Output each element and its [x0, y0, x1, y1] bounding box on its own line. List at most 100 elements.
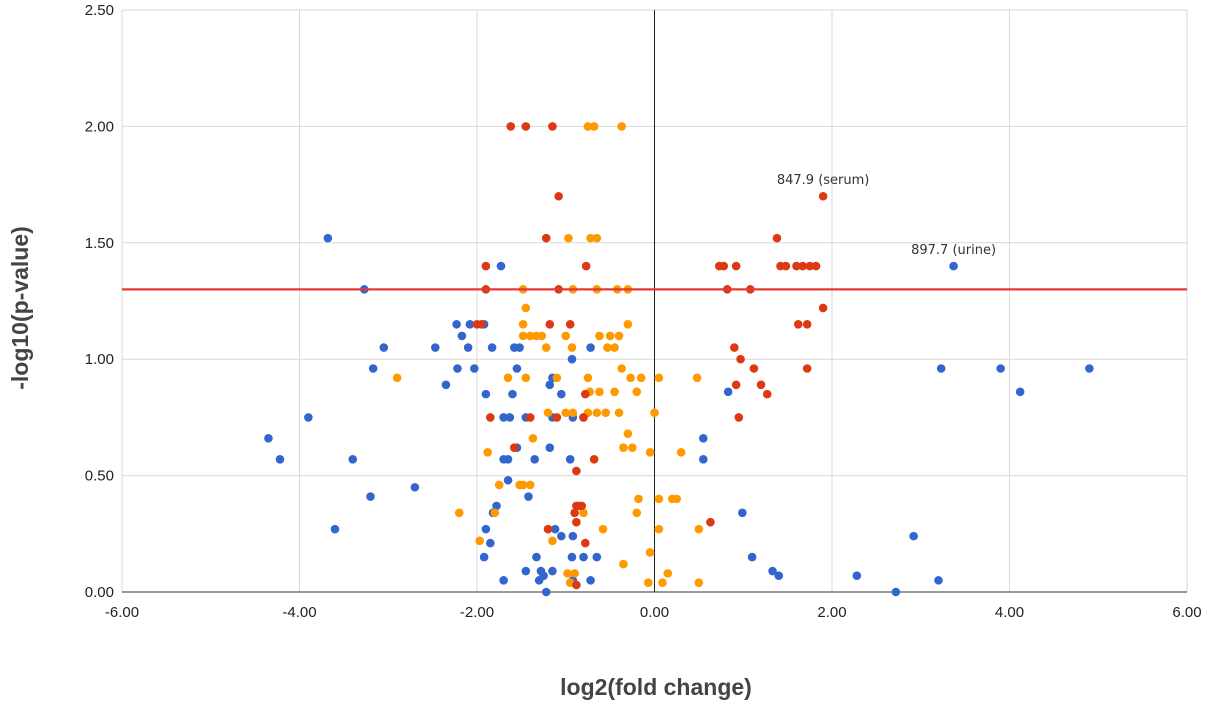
data-point — [934, 576, 943, 585]
data-point — [561, 408, 571, 418]
data-point — [565, 319, 575, 329]
data-point — [628, 443, 637, 452]
data-point — [949, 261, 958, 271]
data-point — [586, 343, 595, 352]
data-point — [487, 343, 497, 352]
data-point — [524, 492, 533, 501]
data-point — [583, 122, 593, 131]
data-point — [762, 389, 772, 399]
data-point — [623, 319, 633, 329]
data-point — [518, 331, 528, 341]
data-point — [453, 364, 462, 373]
point-annotation: 847.9 (serum) — [777, 173, 870, 188]
data-point — [592, 552, 602, 562]
data-point — [798, 261, 808, 271]
data-point — [503, 455, 513, 464]
x-axis-tick-labels: -6.00 -4.00 -2.00 0.00 2.00 4.00 6.00 — [105, 604, 1202, 621]
data-point — [636, 373, 646, 383]
data-point — [792, 261, 801, 271]
data-point — [565, 455, 575, 464]
data-point — [492, 501, 501, 511]
data-point — [545, 443, 555, 452]
data-point — [454, 508, 464, 518]
data-point — [525, 331, 535, 341]
data-point — [617, 122, 626, 131]
data-point — [572, 580, 581, 590]
data-point — [567, 354, 577, 364]
data-point — [802, 364, 812, 373]
data-point — [654, 524, 664, 534]
data-point — [494, 480, 504, 490]
data-point — [645, 548, 655, 557]
data-point — [564, 233, 573, 243]
data-point — [368, 364, 378, 373]
data-point — [572, 517, 581, 527]
data-point — [537, 331, 547, 341]
data-point — [264, 434, 273, 443]
data-points — [264, 122, 1094, 597]
data-point — [521, 122, 531, 131]
data-point — [626, 373, 635, 383]
data-point — [699, 434, 708, 443]
data-point — [610, 387, 619, 397]
data-point — [392, 373, 402, 383]
data-point — [589, 122, 599, 131]
data-point — [1085, 364, 1094, 373]
data-point — [506, 122, 516, 131]
x-tick-label: -6.00 — [105, 604, 139, 621]
data-point — [723, 387, 733, 397]
data-point — [568, 408, 578, 418]
data-point — [486, 538, 495, 548]
data-point — [692, 373, 702, 383]
data-point — [541, 587, 551, 597]
data-point — [548, 566, 557, 576]
data-point — [521, 566, 531, 576]
y-tick-label: 1.00 — [85, 351, 114, 368]
data-point — [936, 364, 946, 373]
y-axis-tick-labels: 0.00 0.50 1.00 1.50 2.00 2.50 — [85, 2, 114, 601]
data-point — [581, 261, 591, 271]
x-tick-label: 4.00 — [995, 604, 1024, 621]
data-point — [654, 373, 664, 383]
data-point — [554, 191, 563, 201]
data-point — [586, 576, 595, 585]
data-point — [548, 122, 557, 131]
data-point — [650, 408, 659, 418]
x-tick-label: -4.00 — [282, 604, 316, 621]
data-point — [580, 389, 590, 399]
data-point — [632, 387, 642, 397]
data-point — [736, 354, 745, 364]
data-point — [567, 552, 577, 562]
y-axis-title: -log10(p-value) — [7, 226, 33, 390]
data-point — [441, 380, 451, 390]
data-point — [470, 364, 479, 373]
data-point — [768, 566, 777, 576]
data-point — [610, 343, 619, 352]
data-point — [672, 494, 681, 504]
data-point — [595, 387, 604, 397]
data-point — [623, 429, 633, 438]
x-tick-label: -2.00 — [460, 604, 494, 621]
data-point — [552, 413, 562, 422]
data-point — [614, 331, 624, 341]
data-point — [580, 538, 590, 548]
data-point — [505, 413, 515, 422]
data-point — [541, 343, 551, 352]
data-point — [366, 492, 375, 501]
data-point — [579, 413, 588, 422]
x-axis-title: log2(fold change) — [560, 674, 752, 700]
data-point — [548, 536, 557, 546]
data-point — [654, 494, 664, 504]
data-point — [781, 261, 791, 271]
data-point — [530, 455, 539, 464]
data-point — [617, 364, 626, 373]
x-tick-label: 6.00 — [1172, 604, 1201, 621]
data-point — [579, 552, 588, 562]
data-point — [772, 233, 782, 243]
data-point — [632, 508, 642, 518]
data-point — [463, 343, 473, 352]
data-point — [481, 261, 491, 271]
point-annotations: 847.9 (serum) 897.7 (urine) — [777, 173, 996, 258]
data-point — [747, 552, 757, 562]
data-point — [909, 531, 918, 541]
